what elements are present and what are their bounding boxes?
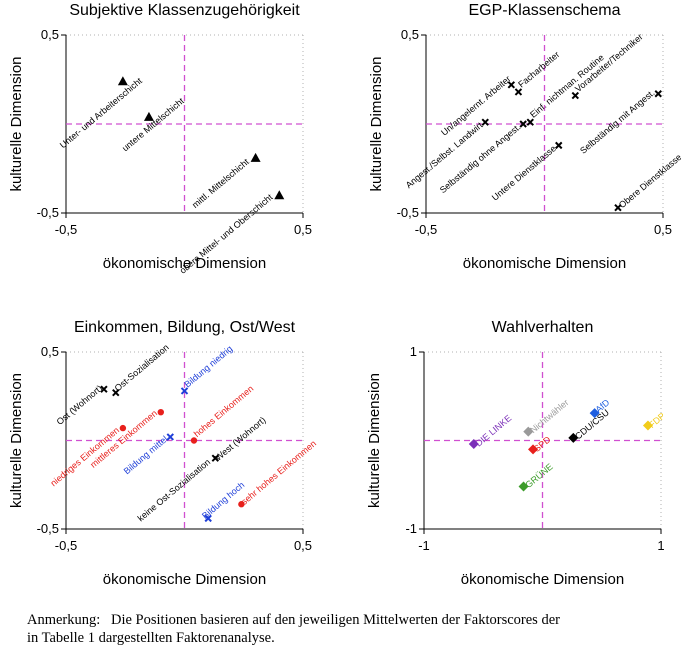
y-axis-label: kulturelle Dimension <box>8 56 25 191</box>
data-label: SPD <box>532 434 553 454</box>
x-axis-label: ökonomische Dimension <box>103 571 266 588</box>
note-line-2: in Tabelle 1 dargestellten Faktorenanaly… <box>27 630 275 646</box>
data-label: sehr hohes Einkommen <box>239 438 318 506</box>
data-point-triangle <box>250 152 261 162</box>
figure-note: Anmerkung: Die Positionen basieren auf de… <box>27 611 667 647</box>
data-label: Selbständig mit Angest. <box>578 88 656 156</box>
data-point-cross <box>514 88 523 96</box>
data-point-diamond <box>523 426 534 437</box>
data-point-cross <box>571 91 580 100</box>
chart-figure: 0,5 -0,5 -0,5 0,5 Subjektive Klassenzugehöri… <box>8 2 683 588</box>
x-axis-label: ökonomische Dimension <box>461 571 624 588</box>
data-label: Ost (Wohnort) <box>55 383 105 427</box>
data-point-circle <box>190 437 198 444</box>
data-label: mittl. Mittelschicht <box>190 156 251 210</box>
data-point-diamond <box>518 481 529 492</box>
data-point-cross <box>481 118 489 126</box>
data-point-cross <box>507 81 516 89</box>
data-point-cross <box>555 141 563 150</box>
data-point-circle <box>238 501 245 508</box>
x-tick-label: 0,5 <box>294 538 312 553</box>
x-tick-label: -0,5 <box>55 222 77 237</box>
data-point-circle <box>119 424 127 432</box>
y-axis-label: kulturelle Dimension <box>8 373 25 508</box>
y-tick-label: -1 <box>405 521 417 536</box>
data-point-diamond <box>528 444 539 455</box>
chart-panel-2: 0,5 -0,5 -0,5 0,5 EGP-Klassenschema ökonomisc… <box>368 2 683 272</box>
data-label: Facharbeiter <box>516 49 561 89</box>
x-tick-label: -0,5 <box>55 538 77 553</box>
data-label: Obere Dienstklasse <box>617 152 684 210</box>
data-point-cross <box>112 389 120 397</box>
data-label: Bildung niedrig <box>182 344 234 390</box>
data-point-triangle <box>143 111 154 121</box>
data-label: Untere Dienstklasse <box>490 143 558 202</box>
y-axis-label: kulturelle Dimension <box>366 373 383 508</box>
y-tick-label: -0,5 <box>37 205 59 220</box>
data-point-cross <box>654 90 662 98</box>
data-point-triangle <box>274 190 285 200</box>
data-point-cross <box>614 203 622 212</box>
x-tick-label: -1 <box>418 538 430 553</box>
data-label: Ost-Sozialisation <box>113 342 171 393</box>
y-tick-label: 0,5 <box>41 344 59 359</box>
data-point-cross <box>180 387 189 395</box>
chart-title: Subjektive Klassenzugehörigkeit <box>69 2 300 19</box>
note-line-1: Anmerkung: Die Positionen basieren auf de… <box>27 611 667 629</box>
data-point-diamond <box>568 432 579 443</box>
x-axis-label: ökonomische Dimension <box>103 255 266 272</box>
data-point-diamond <box>589 408 600 419</box>
data-point-triangle <box>117 76 128 86</box>
note-text-1: Die Positionen basieren auf den jeweilig… <box>111 612 560 628</box>
chart-title: Einkommen, Bildung, Ost/West <box>74 319 296 336</box>
y-tick-label: 0,5 <box>41 27 59 42</box>
chart-title: Wahlverhalten <box>492 319 594 336</box>
data-point-cross <box>519 120 527 128</box>
data-label: West (Wohnort) <box>213 415 267 463</box>
data-point-diamond <box>468 439 479 450</box>
x-axis-label: ökonomische Dimension <box>463 255 626 272</box>
x-tick-label: -0,5 <box>415 222 437 237</box>
data-label: Vorarbeiter/Techniker <box>573 32 645 94</box>
note-label: Anmerkung: <box>27 612 101 628</box>
chart-panel-4: 1 -1-1 1 Wahlverhalten ökonomische Dimension… <box>366 319 667 588</box>
chart-panel-3: 0,5 -0,5 -0,5 0,5 Einkommen, Bildung, Ost/We… <box>8 319 318 588</box>
y-tick-label: -0,5 <box>37 521 59 536</box>
x-tick-label: 0,5 <box>294 222 312 237</box>
y-tick-label: 1 <box>410 344 417 359</box>
data-label: Nichtwähler <box>528 397 570 435</box>
y-tick-label: -0,5 <box>397 205 419 220</box>
x-tick-label: 1 <box>657 538 664 553</box>
data-point-cross <box>100 385 108 393</box>
data-label: FDP <box>647 411 667 430</box>
data-point-cross <box>526 118 534 126</box>
data-point-cross <box>211 454 220 462</box>
chart-title: EGP-Klassenschema <box>468 2 620 19</box>
data-point-cross <box>204 514 212 523</box>
y-tick-label: 0,5 <box>401 27 419 42</box>
data-point-circle <box>157 408 164 416</box>
data-point-diamond <box>642 420 653 431</box>
data-point-cross <box>166 433 174 441</box>
data-label: DIE LINKE <box>474 413 514 449</box>
data-label: GRÜNE <box>523 461 554 490</box>
x-tick-label: 0,5 <box>654 222 672 237</box>
y-axis-label: kulturelle Dimension <box>368 56 385 191</box>
chart-panel-1: 0,5 -0,5 -0,5 0,5 Subjektive Klassenzugehöri… <box>8 2 312 276</box>
